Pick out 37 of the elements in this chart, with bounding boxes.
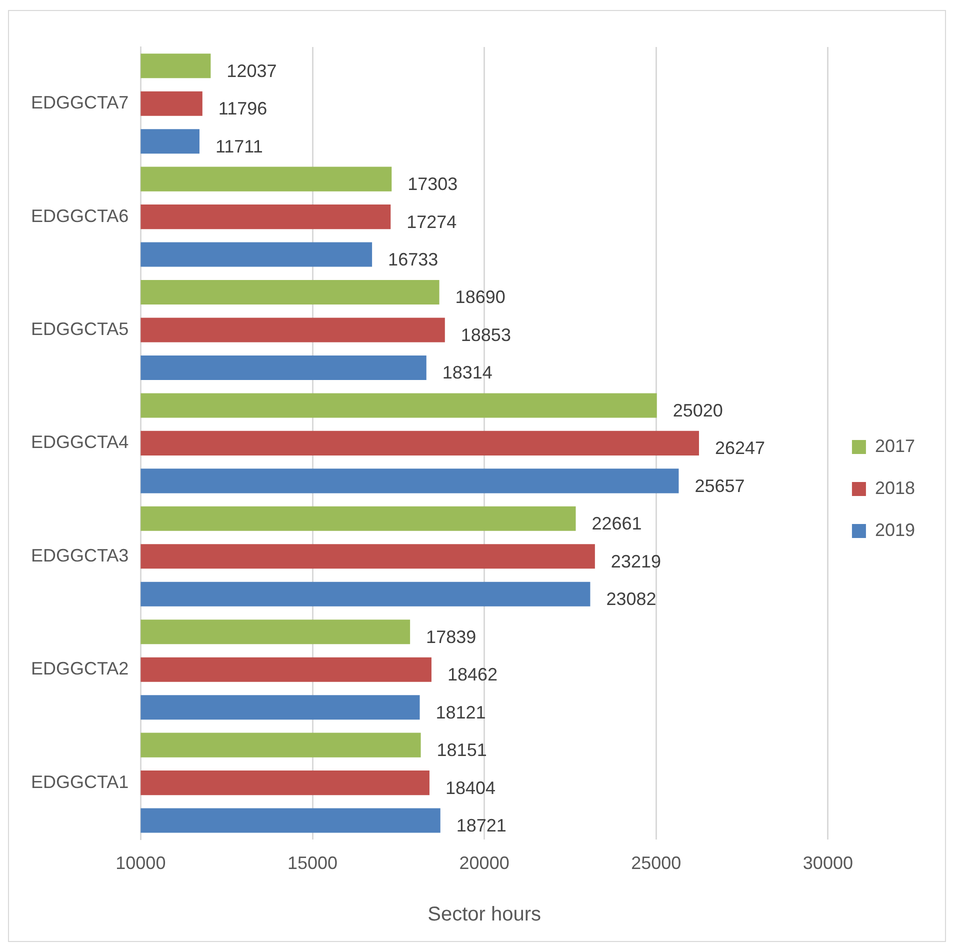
data-label: 18151	[436, 740, 487, 760]
legend-label: 2019	[874, 520, 916, 540]
data-label: 23219	[610, 551, 661, 572]
data-label: 22661	[592, 514, 642, 534]
data-label: 18690	[455, 287, 506, 308]
data-label: 18721	[456, 816, 506, 836]
data-label: 17303	[408, 174, 458, 194]
data-label: 18853	[460, 324, 511, 345]
data-label: 23082	[606, 589, 656, 610]
y-tick-label: EDGGCTA6	[30, 206, 129, 226]
y-tick-label: EDGGCTA7	[30, 92, 129, 113]
y-tick-label: EDGGCTA1	[30, 772, 129, 792]
x-tick-label: 10000	[116, 853, 166, 874]
data-label: 12037	[226, 60, 277, 81]
data-label: 17839	[426, 626, 476, 647]
y-tick-label: EDGGCTA5	[30, 318, 129, 339]
data-label: 18462	[447, 664, 498, 685]
data-label: 18314	[442, 362, 492, 383]
data-label: 18404	[445, 778, 496, 798]
x-axis-title: Sector hours	[428, 904, 542, 926]
data-label: 25020	[672, 400, 723, 420]
data-label: 16733	[388, 250, 438, 270]
data-label: 17274	[406, 212, 457, 232]
y-tick-label: EDGGCTA3	[30, 545, 129, 566]
x-tick-label: 20000	[459, 853, 510, 874]
legend-label: 2017	[874, 436, 916, 456]
data-label: 18121	[436, 702, 486, 722]
y-tick-label: EDGGCTA2	[30, 658, 129, 679]
legend-label: 2018	[874, 478, 916, 498]
x-tick-label: 15000	[287, 853, 338, 874]
data-label: 25657	[694, 476, 745, 496]
x-tick-label: 25000	[631, 853, 682, 874]
data-label: 11711	[215, 136, 263, 156]
x-tick-label: 30000	[802, 853, 853, 874]
y-tick-label: EDGGCTA4	[30, 432, 129, 452]
data-label: 26247	[714, 438, 766, 458]
data-label: 11796	[218, 98, 268, 119]
